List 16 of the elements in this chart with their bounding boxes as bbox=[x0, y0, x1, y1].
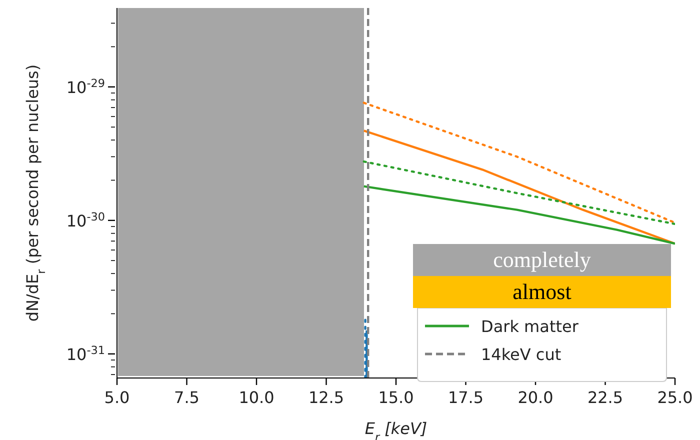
x-tick-label: 22.5 bbox=[587, 388, 624, 407]
x-tick-label: 10.0 bbox=[238, 388, 274, 407]
y-tick-label: 10$^{-29}$ bbox=[66, 76, 105, 97]
y-tick-label: 10$^{-30}$ bbox=[66, 210, 105, 230]
legend-label: Dark matter bbox=[481, 316, 578, 336]
y-tick-label: 10$^{-31}$ bbox=[66, 343, 105, 364]
line-series bbox=[362, 185, 675, 245]
x-tick-label: 5.0 bbox=[104, 388, 130, 407]
x-tick-label: 7.5 bbox=[174, 388, 200, 407]
legend-label: 14keV cut bbox=[481, 344, 562, 364]
x-tick-label: 20.0 bbox=[518, 388, 554, 407]
line-series bbox=[362, 130, 675, 245]
x-tick-label: 15.0 bbox=[378, 388, 414, 407]
x-tick-label: 12.5 bbox=[308, 388, 344, 407]
x-tick-label: 17.5 bbox=[448, 388, 484, 407]
x-tick-label: 25.0 bbox=[657, 388, 693, 407]
